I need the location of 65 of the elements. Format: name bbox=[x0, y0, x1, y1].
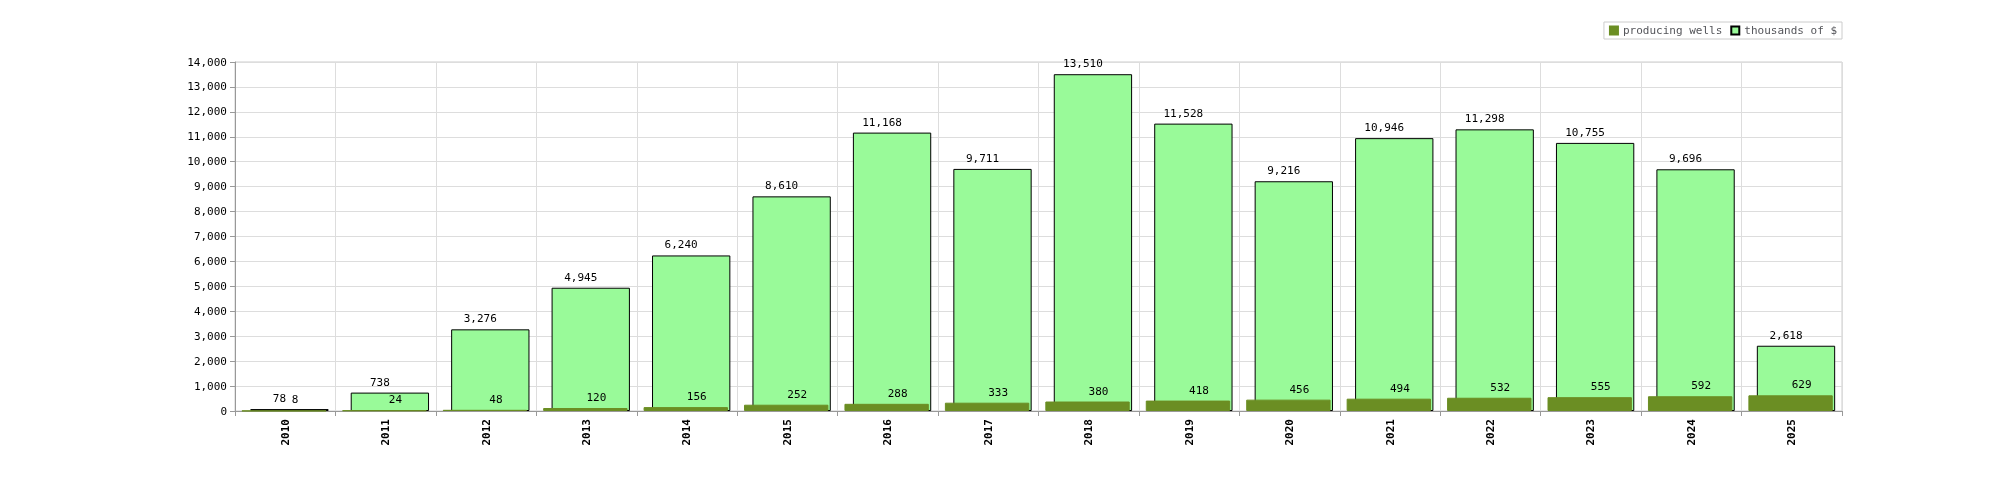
data-label: 11,168 bbox=[862, 115, 902, 129]
y-tick-label: 14,000 bbox=[187, 55, 227, 69]
data-label: 2,618 bbox=[1769, 328, 1803, 342]
data-label: 288 bbox=[887, 386, 908, 400]
data-label: 120 bbox=[586, 391, 607, 405]
x-tick-label: 2012 bbox=[479, 419, 493, 446]
data-label: 6,240 bbox=[664, 238, 698, 252]
data-label: 10,946 bbox=[1364, 121, 1405, 135]
data-label: 3,276 bbox=[463, 312, 497, 326]
y-tick-label: 1,000 bbox=[193, 379, 227, 393]
data-label: 24 bbox=[388, 393, 403, 407]
x-tick-label: 2018 bbox=[1082, 419, 1096, 446]
data-label: 9,216 bbox=[1267, 164, 1301, 178]
y-tick-label: 13,000 bbox=[187, 80, 227, 94]
x-tick-label: 2021 bbox=[1383, 418, 1397, 446]
data-label: 252 bbox=[787, 387, 808, 401]
data-label: 494 bbox=[1389, 381, 1411, 395]
data-label: 13,510 bbox=[1063, 57, 1103, 71]
data-label: 78 bbox=[272, 392, 287, 406]
data-label: 11,298 bbox=[1464, 112, 1505, 126]
y-tick-label: 3,000 bbox=[193, 329, 227, 343]
data-label: 418 bbox=[1189, 383, 1209, 397]
x-tick-label: 2019 bbox=[1182, 419, 1196, 446]
data-label: 4,945 bbox=[564, 270, 598, 284]
data-label: 156 bbox=[686, 390, 707, 404]
data-label: 48 bbox=[489, 392, 503, 406]
data-label: 555 bbox=[1590, 380, 1611, 394]
data-label: 8 bbox=[291, 393, 299, 407]
y-tick-label: 5,000 bbox=[193, 279, 227, 293]
data-label: 532 bbox=[1490, 380, 1511, 394]
y-tick-label: 6,000 bbox=[193, 254, 227, 268]
data-label: 738 bbox=[369, 375, 390, 389]
x-tick-label: 2020 bbox=[1283, 419, 1297, 446]
x-tick-label: 2024 bbox=[1684, 418, 1698, 446]
y-tick-label: 10,000 bbox=[187, 155, 227, 169]
data-label: 380 bbox=[1088, 384, 1109, 398]
y-tick-label: 4,000 bbox=[193, 304, 227, 318]
x-tick-label: 2013 bbox=[580, 419, 594, 446]
y-tick-label: 11,000 bbox=[187, 130, 227, 144]
x-tick-label: 2016 bbox=[881, 418, 895, 446]
legend-label: thousands of $ bbox=[1744, 24, 1837, 37]
data-label: 9,711 bbox=[965, 151, 1000, 165]
data-label: 629 bbox=[1791, 378, 1812, 392]
data-label: 9,696 bbox=[1669, 152, 1703, 166]
x-tick-label: 2022 bbox=[1483, 419, 1497, 446]
data-label: 10,755 bbox=[1565, 125, 1605, 139]
data-label: 11,528 bbox=[1163, 106, 1204, 120]
data-label: 456 bbox=[1289, 382, 1310, 396]
x-tick-label: 2023 bbox=[1584, 419, 1598, 446]
legend-label: producing wells bbox=[1622, 24, 1723, 37]
x-tick-label: 2025 bbox=[1785, 419, 1799, 446]
y-tick-label: 12,000 bbox=[187, 105, 227, 119]
x-tick-label: 2015 bbox=[780, 419, 794, 446]
y-tick-label: 9,000 bbox=[193, 180, 227, 194]
x-tick-label: 2010 bbox=[278, 419, 292, 446]
y-tick-label: 7,000 bbox=[193, 230, 227, 243]
data-label: 333 bbox=[988, 385, 1009, 399]
y-tick-label: 0 bbox=[220, 404, 227, 418]
y-tick-label: 8,000 bbox=[193, 205, 227, 219]
data-label: 8,610 bbox=[765, 179, 799, 193]
data-label: 592 bbox=[1691, 379, 1712, 393]
x-tick-label: 2017 bbox=[981, 419, 995, 446]
y-tick-label: 2,000 bbox=[193, 354, 227, 368]
x-tick-label: 2014 bbox=[680, 418, 694, 446]
x-tick-label: 2011 bbox=[379, 418, 393, 446]
